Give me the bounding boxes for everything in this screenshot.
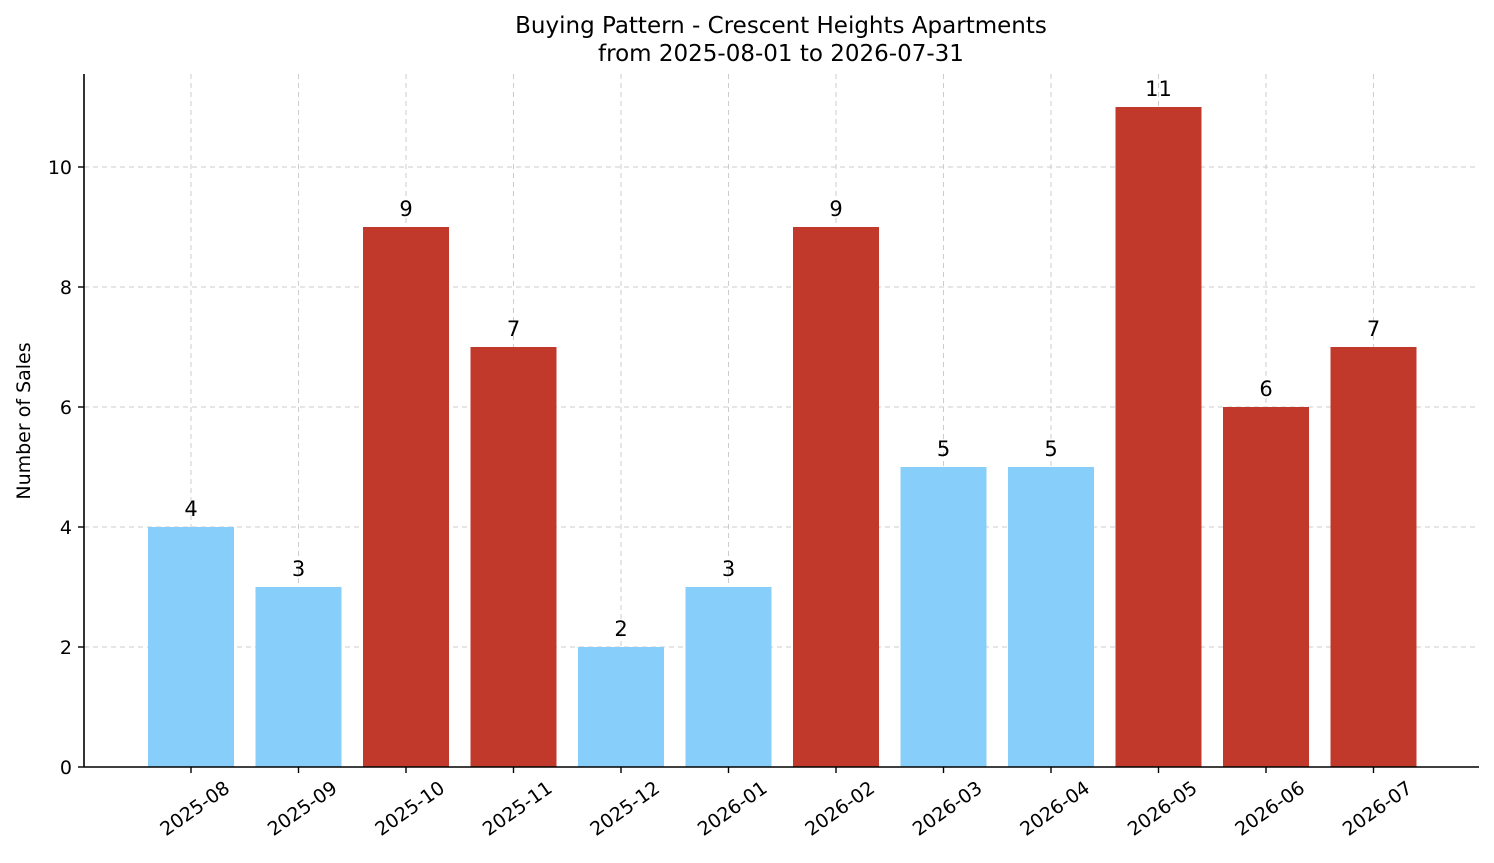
y-tick-label: 0 — [60, 757, 72, 779]
bar-2026-06 — [1223, 407, 1309, 767]
bars-layer — [148, 107, 1417, 767]
bar-2026-07 — [1330, 347, 1417, 767]
data-label-2026-01: 3 — [722, 557, 735, 581]
bar-2025-11 — [470, 347, 557, 767]
bar-2026-03 — [900, 467, 987, 767]
y-tick-label: 4 — [60, 517, 72, 539]
data-label-2025-11: 7 — [507, 317, 520, 341]
data-label-2026-03: 5 — [937, 437, 950, 461]
bar-2026-05 — [1115, 107, 1202, 767]
x-tick-label: 2026-02 — [801, 777, 879, 841]
x-tick-label: 2025-11 — [479, 777, 557, 841]
data-label-2026-06: 6 — [1259, 377, 1272, 401]
data-label-2026-07: 7 — [1367, 317, 1380, 341]
data-label-2026-04: 5 — [1044, 437, 1057, 461]
bar-2026-01 — [685, 587, 772, 767]
x-tick-label: 2025-12 — [586, 777, 664, 841]
x-tick-label: 2025-09 — [264, 777, 342, 841]
x-tick-label: 2026-05 — [1124, 777, 1202, 841]
x-tick-label: 2026-01 — [694, 777, 772, 841]
data-label-2026-02: 9 — [829, 197, 842, 221]
data-label-2026-05: 11 — [1145, 77, 1172, 101]
y-tick-label: 10 — [48, 157, 72, 179]
y-tick-label: 2 — [60, 637, 72, 659]
x-tick-label: 2026-06 — [1231, 777, 1309, 841]
x-tick-label: 2026-03 — [909, 777, 987, 841]
data-label-2025-09: 3 — [292, 557, 305, 581]
y-axis-label: Number of Sales — [13, 342, 35, 499]
data-label-2025-10: 9 — [399, 197, 412, 221]
bar-2026-04 — [1008, 467, 1094, 767]
x-tick-label: 2025-10 — [371, 777, 449, 841]
data-label-2025-12: 2 — [614, 617, 627, 641]
x-tick-label: 2026-04 — [1016, 777, 1094, 841]
chart-title: Buying Pattern - Crescent Heights Apartm… — [515, 13, 1047, 39]
axes-layer — [83, 74, 1479, 768]
bar-2026-02 — [793, 227, 879, 767]
bar-2025-12 — [578, 647, 664, 767]
data-label-2025-08: 4 — [184, 497, 197, 521]
data-labels-layer: 4 3 9 7 2 3 9 5 5 11 6 7 — [184, 77, 1380, 641]
bar-2025-08 — [148, 527, 234, 767]
x-tick-label: 2026-07 — [1339, 777, 1417, 841]
bar-2025-10 — [363, 227, 449, 767]
y-tick-label: 8 — [60, 277, 72, 299]
bar-2025-09 — [255, 587, 342, 767]
x-tick-label: 2025-08 — [156, 777, 234, 841]
y-tick-label: 6 — [60, 397, 72, 419]
chart-subtitle: from 2025-08-01 to 2026-07-31 — [598, 41, 964, 67]
